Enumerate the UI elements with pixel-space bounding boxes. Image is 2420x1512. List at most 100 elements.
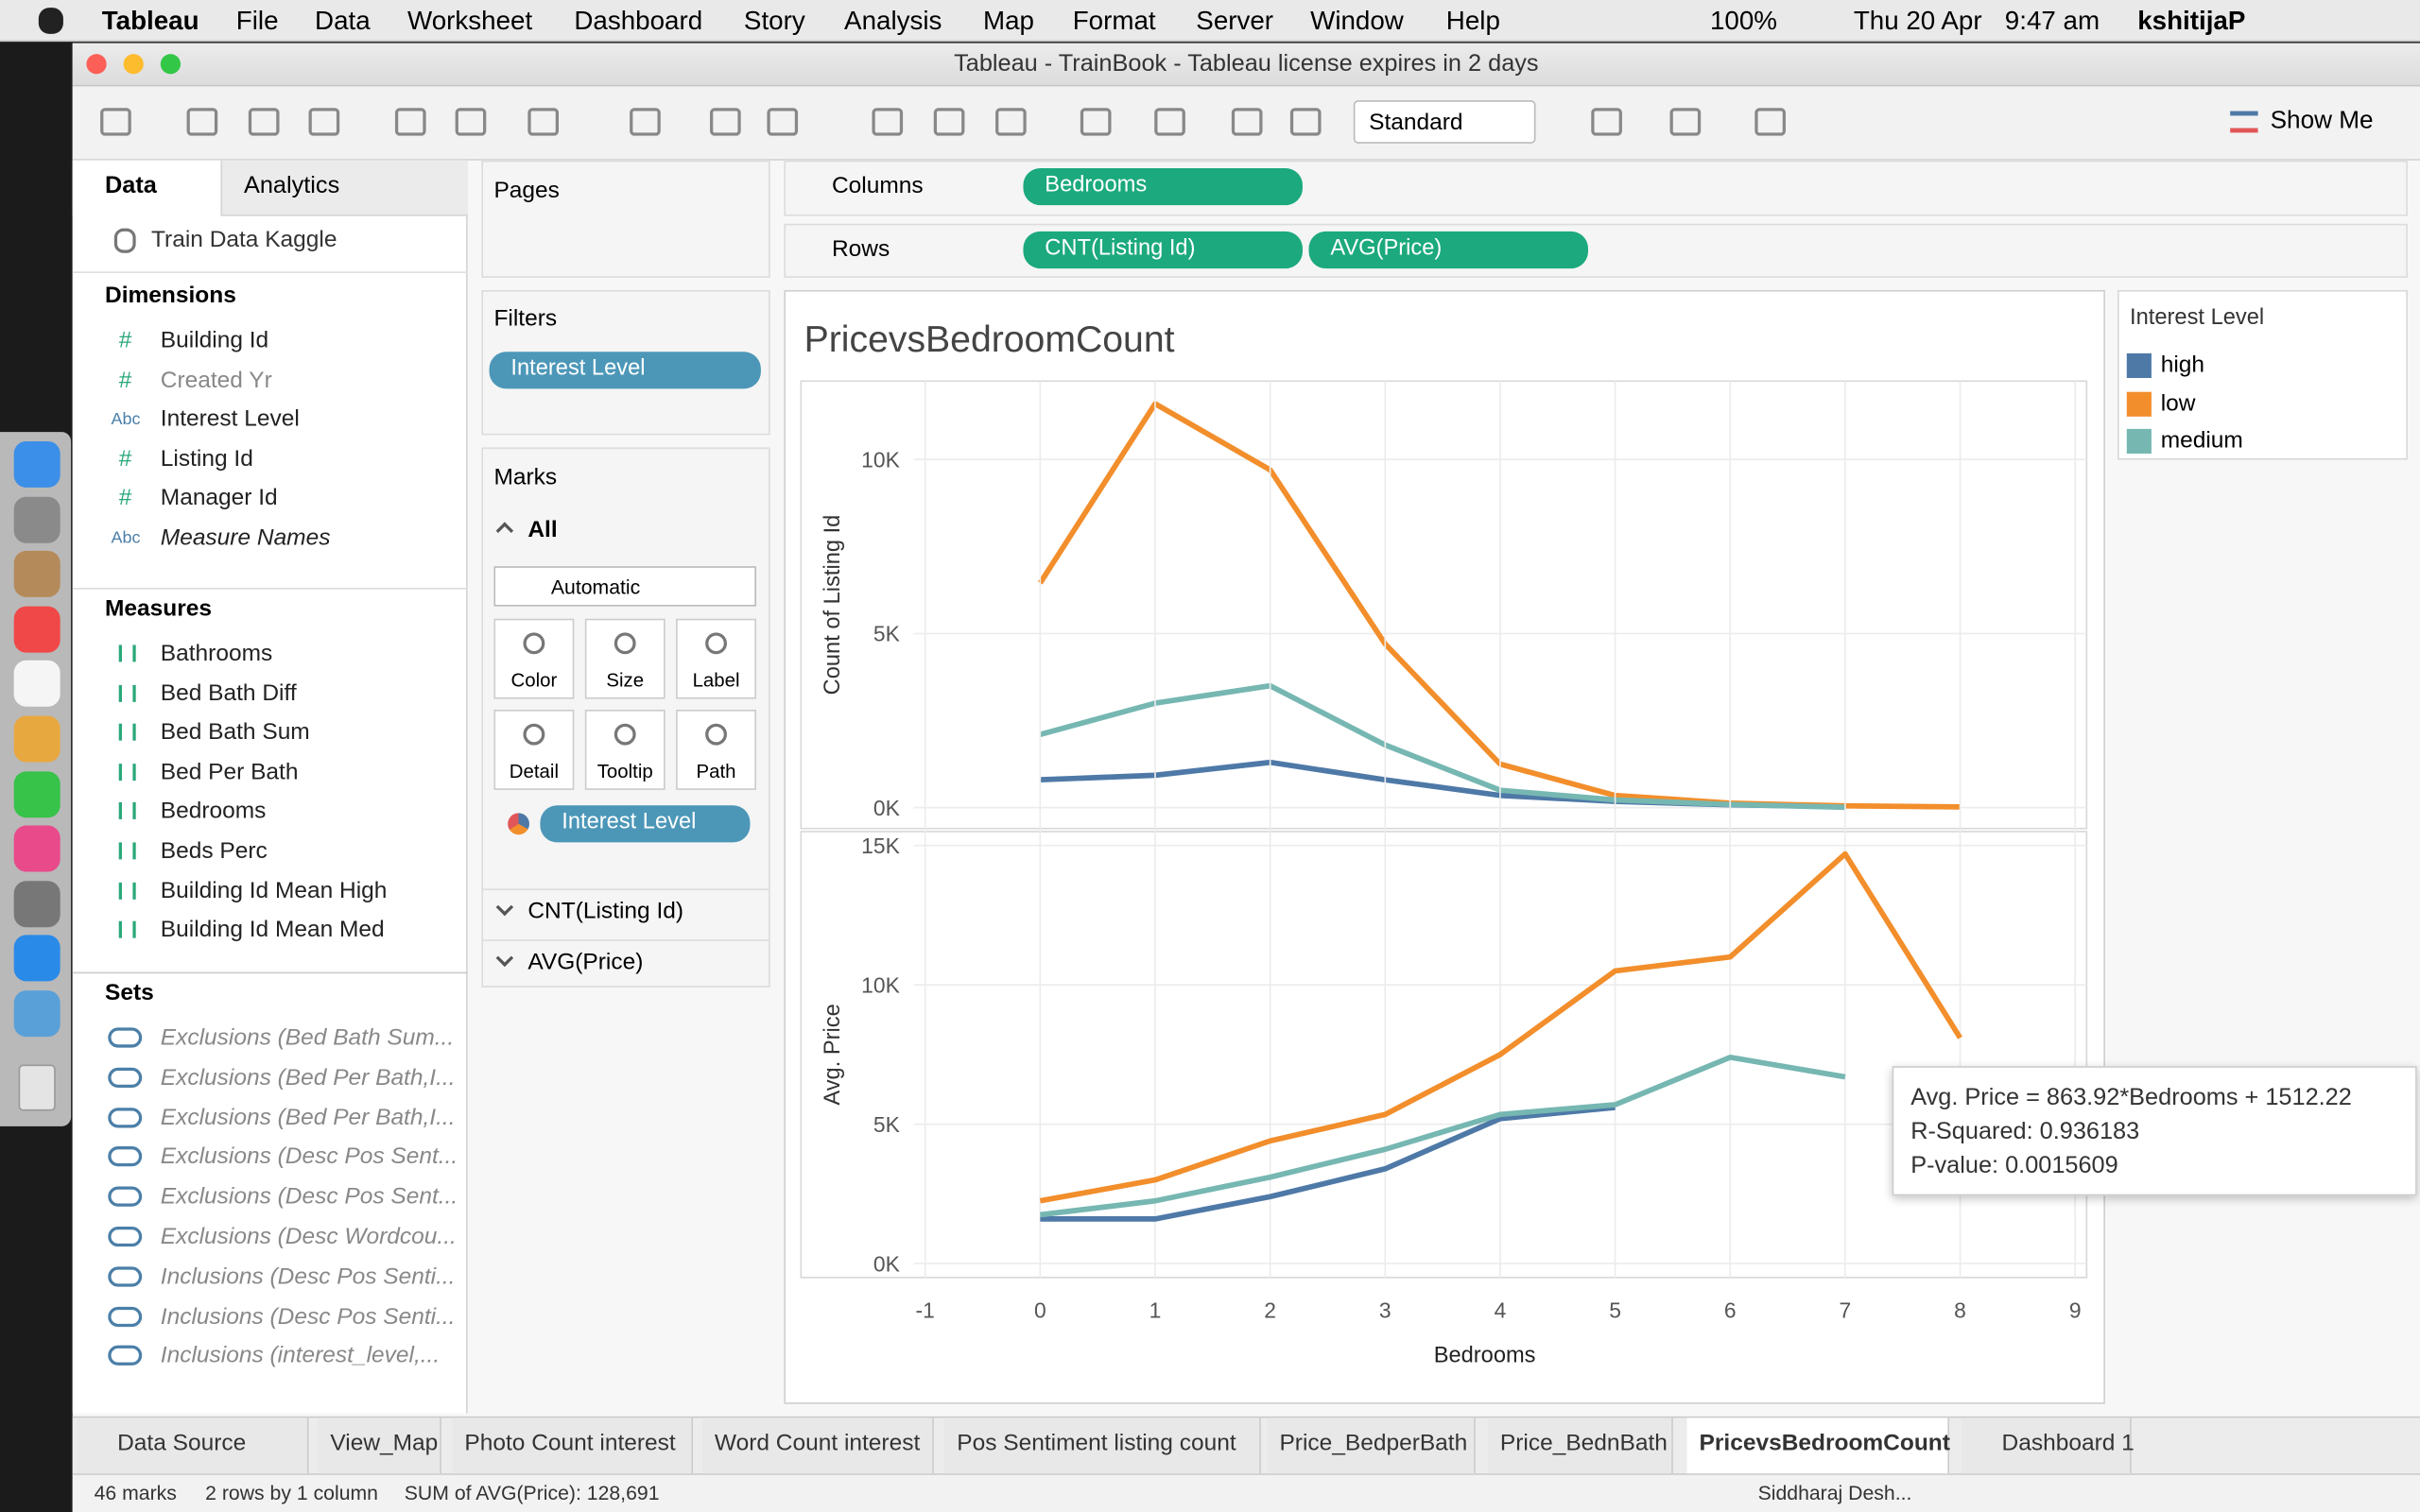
menu-item[interactable]: Help xyxy=(1445,6,1500,36)
mark-button[interactable]: Label xyxy=(676,618,756,699)
sheet-tab-bg[interactable] xyxy=(77,1418,309,1474)
toolbar-button[interactable] xyxy=(527,108,560,136)
dock-icon[interactable] xyxy=(13,990,60,1038)
legend-label[interactable]: high xyxy=(2160,352,2205,378)
dock-icon[interactable] xyxy=(13,551,60,598)
sheet-tab[interactable]: Word Count interest xyxy=(714,1430,921,1457)
menu-item[interactable]: Format xyxy=(1072,6,1156,36)
tab-label[interactable]: Analytics xyxy=(243,172,340,199)
field[interactable]: Building Id xyxy=(160,327,269,353)
dock-trash[interactable] xyxy=(18,1064,56,1111)
sheet-tab-bg[interactable] xyxy=(1686,1418,1950,1474)
sheet-tab[interactable]: Data Source xyxy=(117,1430,247,1457)
field[interactable]: Created Yr xyxy=(160,366,272,393)
window-button[interactable] xyxy=(86,54,107,75)
sheet-tab[interactable]: Photo Count interest xyxy=(464,1430,676,1457)
toolbar-button[interactable] xyxy=(1669,108,1702,136)
set[interactable]: Exclusions (Bed Per Bath,I... xyxy=(160,1064,456,1091)
toolbar-button[interactable] xyxy=(767,108,799,136)
toolbar-button[interactable] xyxy=(872,108,904,136)
field[interactable]: Beds Perc xyxy=(160,837,268,865)
legend-label[interactable]: low xyxy=(2160,389,2196,416)
mark-type-select[interactable]: Automatic xyxy=(493,566,756,607)
dock-icon[interactable] xyxy=(13,606,60,653)
field[interactable]: Bed Bath Sum xyxy=(160,719,310,746)
apple-logo[interactable] xyxy=(38,8,63,34)
set[interactable]: Exclusions (Desc Pos Sent... xyxy=(160,1183,458,1211)
sheet-tab-bg[interactable] xyxy=(944,1418,1261,1474)
marks-all[interactable]: All xyxy=(527,516,558,543)
set[interactable]: Exclusions (Bed Per Bath,I... xyxy=(160,1104,456,1131)
toolbar-button[interactable] xyxy=(186,108,218,136)
set[interactable]: Exclusions (Bed Bath Sum... xyxy=(160,1024,455,1051)
menu-item[interactable]: Data xyxy=(315,6,371,36)
toolbar-button[interactable] xyxy=(1080,108,1112,136)
menu-item[interactable]: Dashboard xyxy=(574,6,703,36)
toolbar-button[interactable] xyxy=(248,108,280,136)
menu-item[interactable]: Worksheet xyxy=(407,6,533,36)
toolbar-button[interactable] xyxy=(455,108,487,136)
show-me[interactable]: Show Me xyxy=(2270,108,2374,135)
toolbar-button[interactable] xyxy=(1289,108,1322,136)
set[interactable]: Inclusions (Desc Pos Senti... xyxy=(160,1263,456,1290)
mark-button[interactable]: Path xyxy=(676,710,756,790)
sheet-tab-bg[interactable] xyxy=(1267,1418,1476,1474)
marks-measure[interactable]: AVG(Price) xyxy=(527,949,644,975)
dock-icon[interactable] xyxy=(13,880,60,927)
toolbar-button[interactable] xyxy=(100,108,131,136)
toolbar-button[interactable] xyxy=(995,108,1027,136)
field[interactable]: Bedrooms xyxy=(160,798,267,825)
sheet-tab-bg[interactable] xyxy=(701,1418,934,1474)
window-button[interactable] xyxy=(160,54,182,75)
row-pill[interactable]: CNT(Listing Id) xyxy=(1023,231,1303,269)
legend-label[interactable]: medium xyxy=(2160,427,2243,454)
toolbar-button[interactable] xyxy=(1154,108,1185,136)
field[interactable]: Interest Level xyxy=(160,405,300,433)
field[interactable]: Listing Id xyxy=(160,445,253,472)
user-menu[interactable]: Siddharaj Desh... xyxy=(1757,1481,1912,1504)
mark-button[interactable]: Size xyxy=(584,618,666,699)
dock-icon[interactable] xyxy=(13,770,60,817)
menu-item[interactable]: Window xyxy=(1310,6,1404,36)
sheet-tab[interactable]: Price_BednBath xyxy=(1499,1430,1668,1457)
dock-icon[interactable] xyxy=(13,825,60,872)
menu-app[interactable]: Tableau xyxy=(101,6,199,36)
field[interactable]: Bed Per Bath xyxy=(160,758,299,785)
menu-item[interactable]: Map xyxy=(982,6,1035,36)
tab-active[interactable] xyxy=(72,160,221,216)
field[interactable]: Bathrooms xyxy=(160,640,273,667)
toolbar-button[interactable] xyxy=(1754,108,1786,136)
field[interactable]: Measure Names xyxy=(160,524,331,551)
column-pill[interactable]: Bedrooms xyxy=(1023,167,1303,206)
menu-item[interactable]: File xyxy=(235,6,279,36)
menu-item[interactable]: Analysis xyxy=(844,6,942,36)
set[interactable]: Exclusions (Desc Pos Sent... xyxy=(160,1143,458,1171)
marks-pill[interactable]: Interest Level xyxy=(540,805,751,843)
window-button[interactable] xyxy=(123,54,144,75)
mark-type-dropdown[interactable]: Standard xyxy=(1353,100,1536,144)
field[interactable]: Manager Id xyxy=(160,485,278,512)
sheet-tab[interactable]: Pos Sentiment listing count xyxy=(957,1430,1236,1457)
toolbar-button[interactable] xyxy=(1231,108,1263,136)
set[interactable]: Exclusions (Desc Wordcou... xyxy=(160,1223,457,1250)
sheet-tab[interactable]: View_Map xyxy=(330,1430,439,1457)
sheet-tab-bg[interactable] xyxy=(318,1418,441,1474)
field[interactable]: Building Id Mean Med xyxy=(160,917,385,943)
set[interactable]: Inclusions (Desc Pos Senti... xyxy=(160,1302,456,1330)
dock-icon[interactable] xyxy=(13,440,60,488)
sheet-tab[interactable]: Price_BedperBath xyxy=(1279,1430,1468,1457)
dock-icon[interactable] xyxy=(13,936,60,983)
field[interactable]: Building Id Mean High xyxy=(160,877,388,904)
toolbar-button[interactable] xyxy=(710,108,741,136)
menu-item[interactable]: Story xyxy=(743,6,805,36)
field[interactable]: Bed Bath Diff xyxy=(160,679,297,707)
dock-icon[interactable] xyxy=(13,715,60,763)
mark-button[interactable]: Tooltip xyxy=(584,710,666,790)
sheet-tab[interactable]: PricevsBedroomCount xyxy=(1699,1430,1950,1457)
sheet-tab-bg[interactable] xyxy=(452,1418,694,1474)
dock-icon[interactable] xyxy=(13,661,60,708)
sheet-tab[interactable]: Dashboard 1 xyxy=(2001,1430,2135,1457)
tab-label[interactable]: Data xyxy=(105,172,157,199)
toolbar-button[interactable] xyxy=(394,108,426,136)
sheet-tab-bg[interactable] xyxy=(1487,1418,1673,1474)
